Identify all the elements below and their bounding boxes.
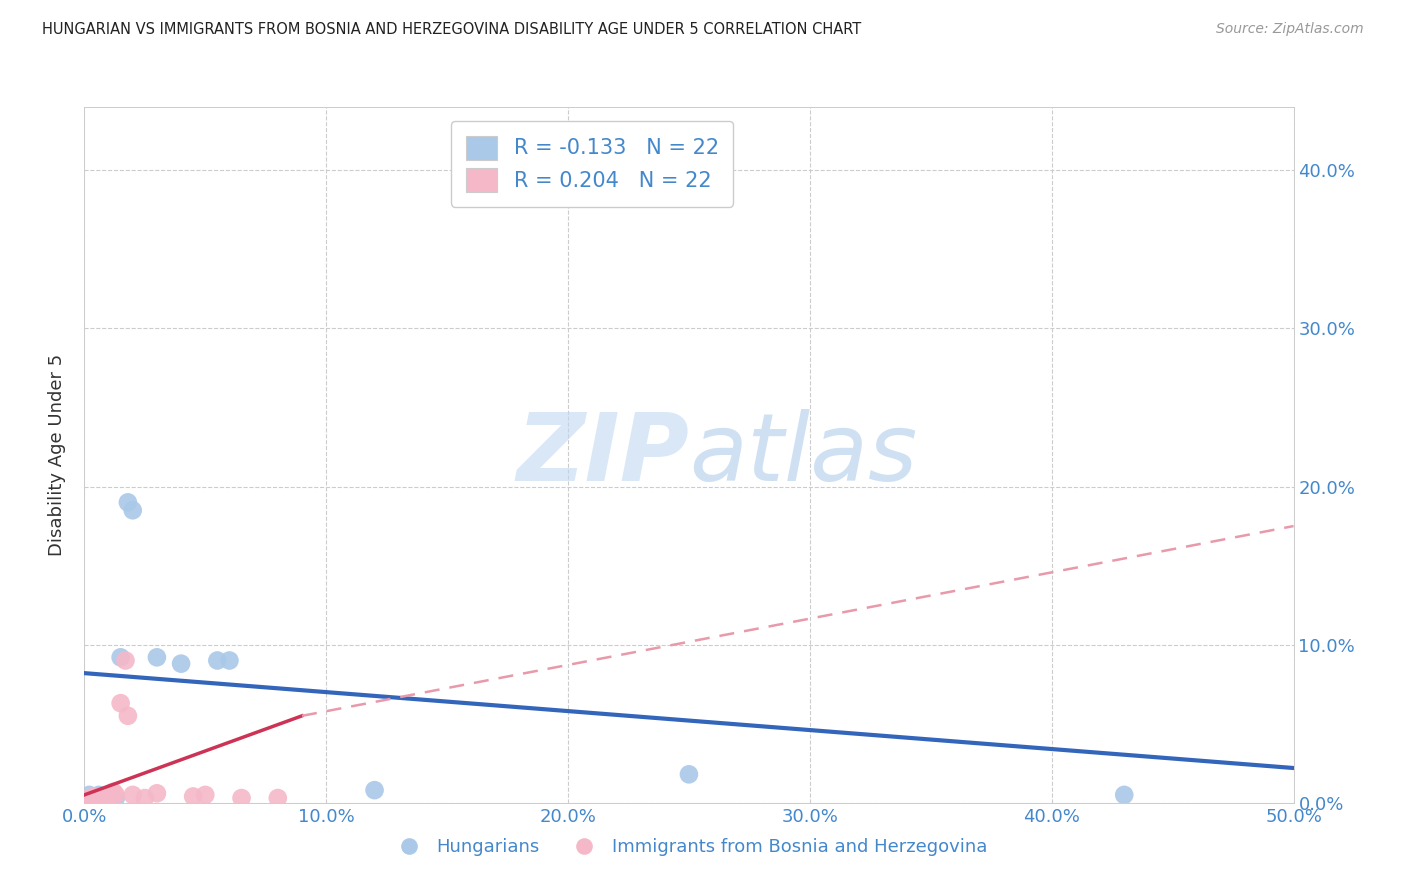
Point <box>86 789 108 804</box>
Point <box>83 792 105 806</box>
Point <box>90 791 112 805</box>
Point <box>94 792 117 806</box>
Point <box>231 791 253 805</box>
Point <box>86 791 108 805</box>
Point <box>121 788 143 802</box>
Point <box>117 708 139 723</box>
Point <box>207 653 229 667</box>
Point <box>1114 788 1136 802</box>
Point <box>110 696 132 710</box>
Point <box>363 783 385 797</box>
Point <box>103 785 125 799</box>
Point <box>218 653 240 667</box>
Text: Source: ZipAtlas.com: Source: ZipAtlas.com <box>1216 22 1364 37</box>
Point <box>114 653 136 667</box>
Point <box>77 788 100 802</box>
Point <box>93 791 115 805</box>
Point <box>100 786 122 800</box>
Point <box>110 650 132 665</box>
Point <box>170 657 193 671</box>
Point <box>100 788 122 802</box>
Point <box>87 791 110 805</box>
Point <box>90 789 112 804</box>
Point <box>93 789 115 804</box>
Point <box>83 789 105 804</box>
Point <box>104 788 127 802</box>
Point <box>80 792 103 806</box>
Text: ZIP: ZIP <box>516 409 689 501</box>
Point <box>80 791 103 805</box>
Point <box>97 791 120 805</box>
Y-axis label: Disability Age Under 5: Disability Age Under 5 <box>48 354 66 556</box>
Text: HUNGARIAN VS IMMIGRANTS FROM BOSNIA AND HERZEGOVINA DISABILITY AGE UNDER 5 CORRE: HUNGARIAN VS IMMIGRANTS FROM BOSNIA AND … <box>42 22 862 37</box>
Point <box>146 650 169 665</box>
Text: atlas: atlas <box>689 409 917 500</box>
Point <box>121 503 143 517</box>
Legend: Hungarians, Immigrants from Bosnia and Herzegovina: Hungarians, Immigrants from Bosnia and H… <box>384 831 994 863</box>
Point <box>267 791 290 805</box>
Point <box>678 767 700 781</box>
Point <box>104 791 127 805</box>
Point <box>194 788 217 802</box>
Point <box>117 495 139 509</box>
Point <box>87 788 110 802</box>
Point <box>103 789 125 804</box>
Point <box>97 789 120 804</box>
Point <box>134 791 156 805</box>
Point <box>181 789 204 804</box>
Point <box>77 791 100 805</box>
Point <box>94 792 117 806</box>
Point <box>146 786 169 800</box>
